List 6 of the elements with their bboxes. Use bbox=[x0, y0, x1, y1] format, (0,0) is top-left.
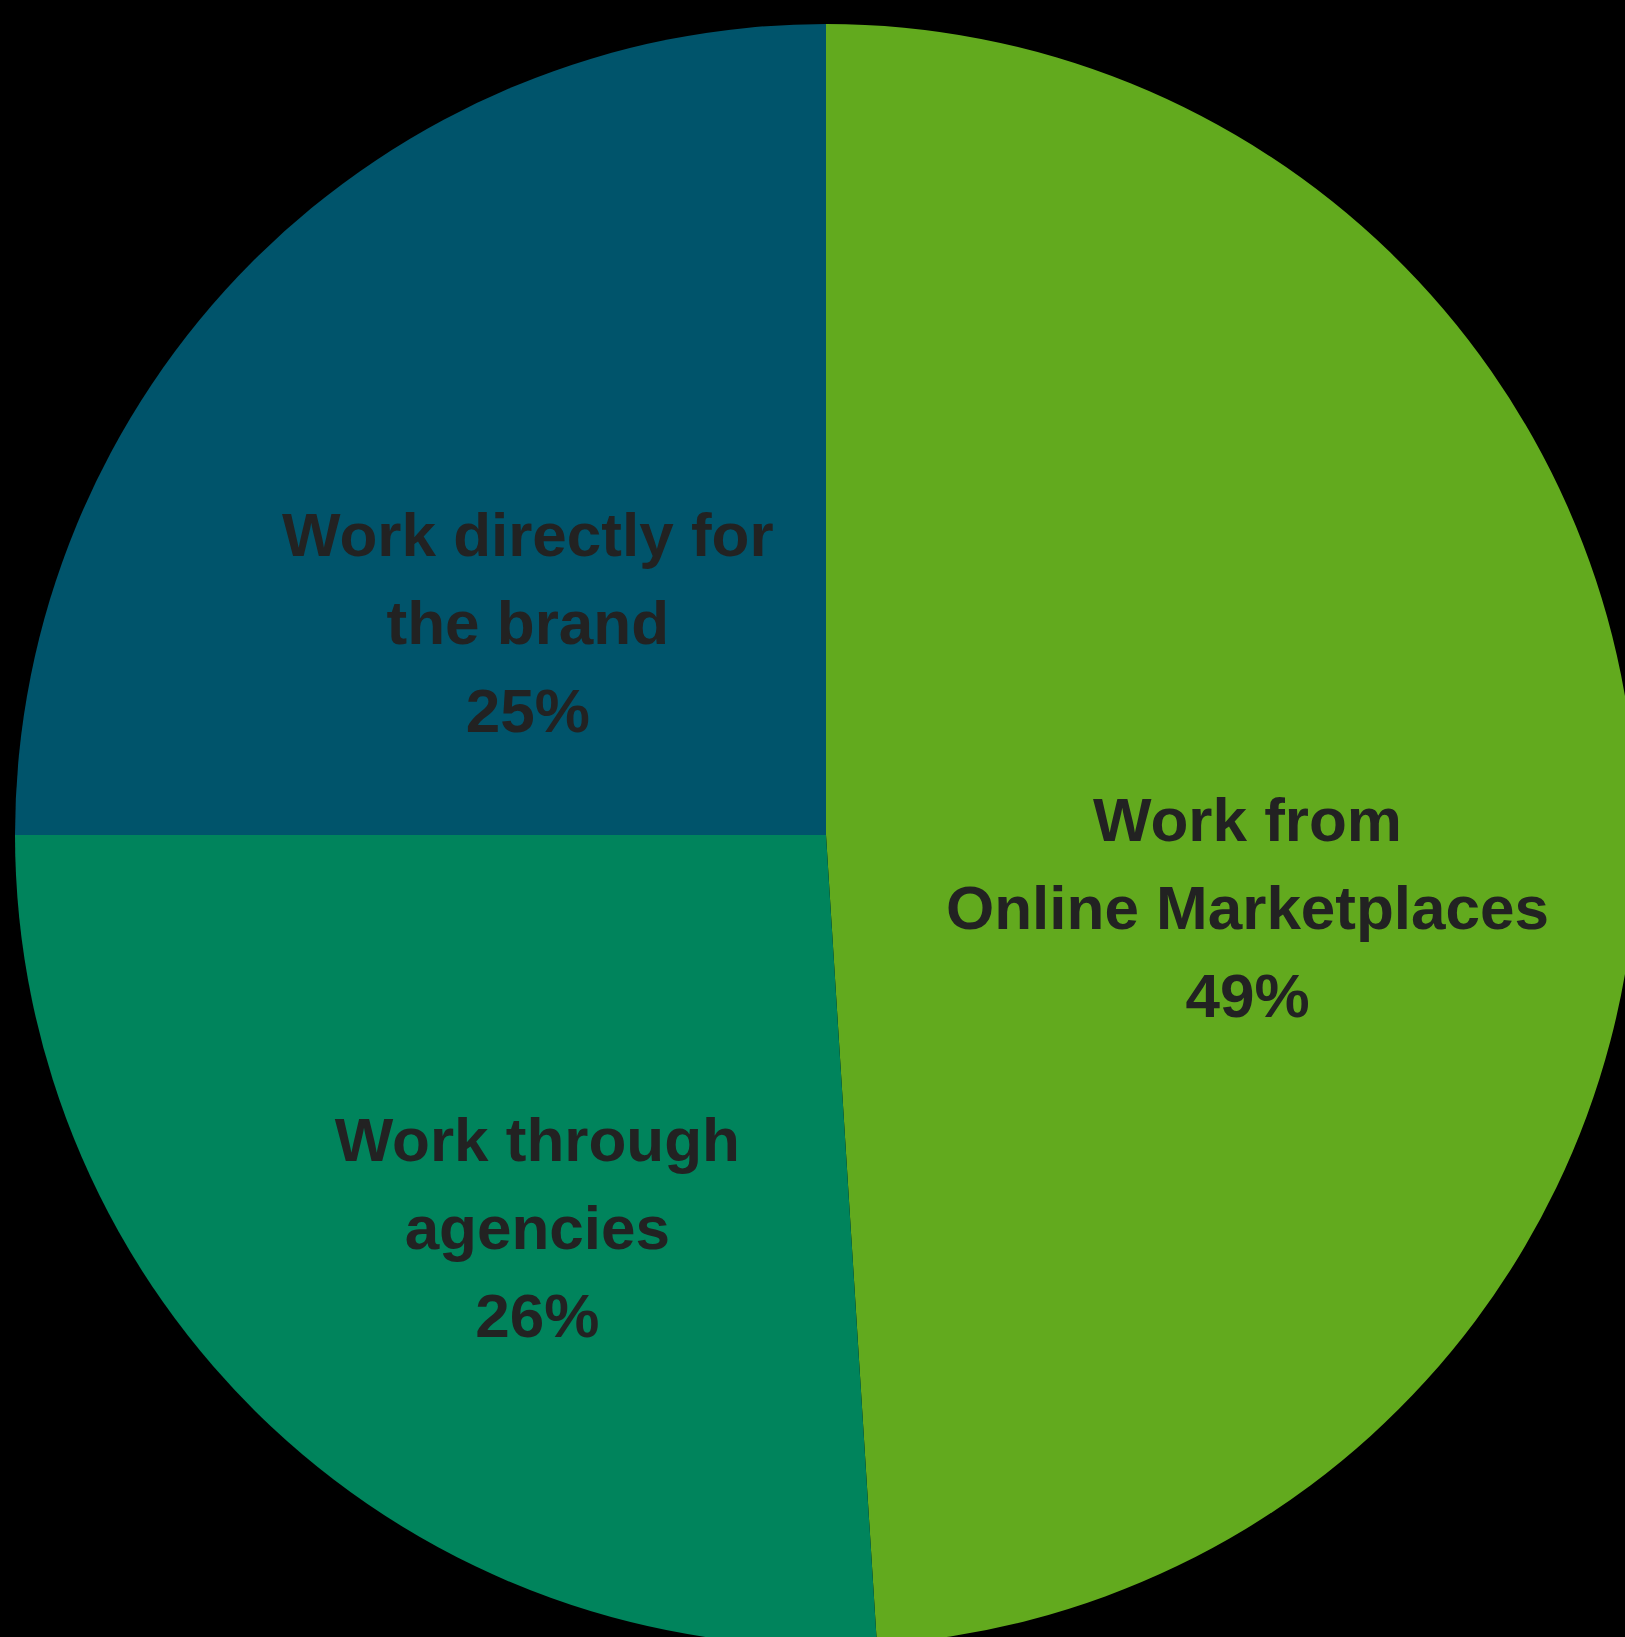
slice-label: Work directly for the brand bbox=[282, 499, 774, 657]
data-label: 25% bbox=[465, 675, 590, 745]
data-label: 26% bbox=[475, 1281, 600, 1351]
slice-label: Work through agencies bbox=[334, 1105, 740, 1263]
slice-label: Work from Online Marketplaces bbox=[946, 784, 1550, 942]
data-label: 49% bbox=[1185, 960, 1310, 1030]
